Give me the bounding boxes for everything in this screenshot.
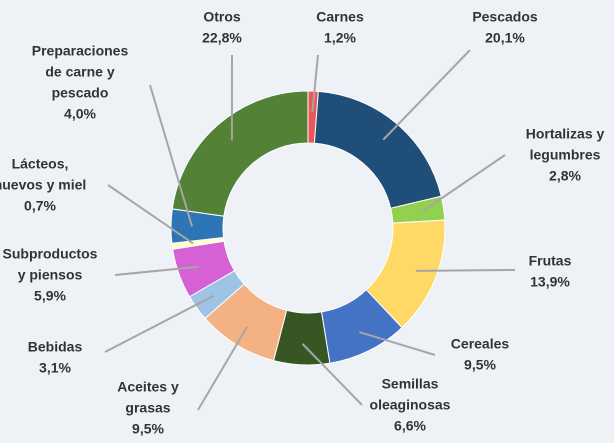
data-label-value: 5,9% xyxy=(34,288,66,304)
data-label-name: Pescados xyxy=(472,9,538,25)
data-label-name: Preparaciones xyxy=(32,43,129,59)
donut-slice xyxy=(313,90,442,209)
data-label-value: 9,5% xyxy=(132,421,164,437)
leader-line xyxy=(301,343,363,406)
data-label-value: 22,8% xyxy=(202,30,242,46)
leader-line xyxy=(114,265,199,276)
data-label-name: Cereales xyxy=(451,336,510,352)
data-label-value: 3,1% xyxy=(39,360,71,376)
data-label-name: Subproductos xyxy=(3,246,98,262)
data-label-value: 4,0% xyxy=(64,106,96,122)
data-label-value: 6,6% xyxy=(394,418,426,434)
data-label-value: 2,8% xyxy=(549,168,581,184)
leader-line xyxy=(311,54,319,113)
data-label-value: 0,7% xyxy=(24,198,56,214)
data-label-name: pescado xyxy=(52,85,109,101)
leader-line xyxy=(415,269,516,272)
data-label-value: 20,1% xyxy=(485,30,525,46)
data-label-name: Lácteos, xyxy=(12,156,69,172)
data-label-name: Semillas xyxy=(382,376,439,392)
donut-slice xyxy=(171,90,309,217)
data-label-value: 9,5% xyxy=(464,357,496,373)
data-label-name: huevos y miel xyxy=(0,177,86,193)
data-label-name: grasas xyxy=(125,400,170,416)
data-label-name: Carnes xyxy=(316,9,364,25)
leader-line xyxy=(422,154,506,212)
leader-line xyxy=(149,84,193,227)
data-label-name: Bebidas xyxy=(28,339,83,355)
data-label-name: Aceites y xyxy=(117,379,179,395)
leader-line xyxy=(359,331,436,356)
data-label-value: 13,9% xyxy=(530,274,570,290)
data-label-value: 1,2% xyxy=(324,30,356,46)
data-label-name: legumbres xyxy=(530,147,601,163)
data-label-name: de carne y xyxy=(45,64,114,80)
data-label-name: Hortalizas y xyxy=(526,126,605,142)
leader-line xyxy=(107,184,194,245)
data-label-name: y piensos xyxy=(18,267,83,283)
data-label-name: Frutas xyxy=(529,253,572,269)
data-label-name: oleaginosas xyxy=(370,397,451,413)
data-label-name: Otros xyxy=(203,9,241,25)
leader-line xyxy=(104,294,215,353)
leader-line xyxy=(197,326,248,411)
leader-line xyxy=(382,49,471,141)
